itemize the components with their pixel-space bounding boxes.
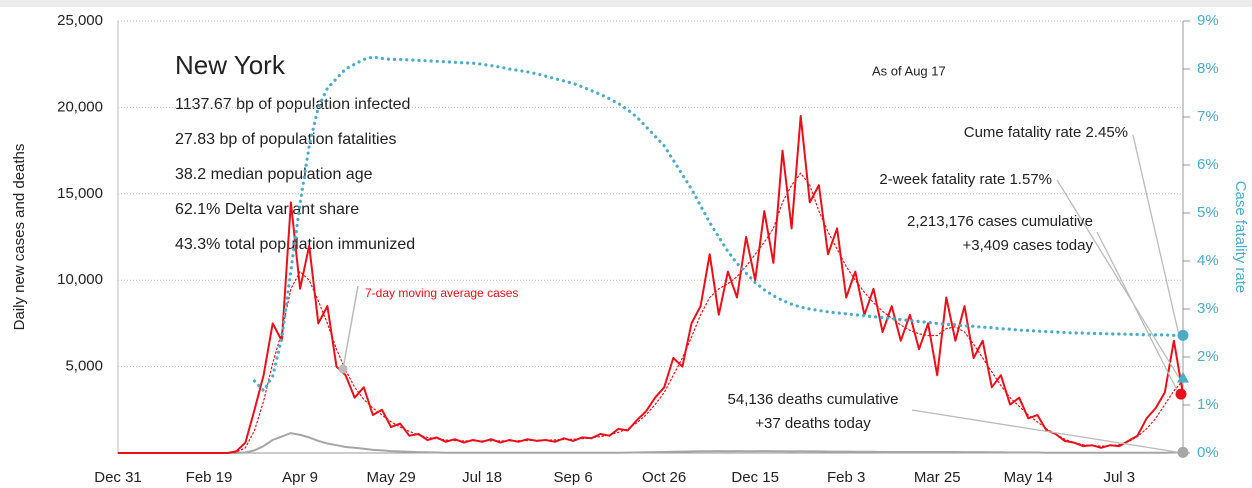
y2-tick-label: 3%	[1197, 300, 1219, 317]
end-marker	[1177, 329, 1189, 341]
y2-tick-label: 1%	[1197, 396, 1219, 413]
y-tick-label: 15,000	[57, 185, 103, 202]
y2-tick-label: 9%	[1197, 12, 1219, 29]
note-leader	[1056, 179, 1180, 378]
y-axis-title: Daily new cases and deaths	[11, 144, 28, 331]
x-tick-label: Oct 26	[642, 469, 686, 486]
note-text: 2-week fatality rate 1.57%	[879, 171, 1052, 188]
x-tick-label: Dec 15	[731, 469, 779, 486]
x-tick-label: Mar 25	[914, 469, 961, 486]
y-tick-label: 5,000	[65, 358, 103, 375]
leader-line	[342, 285, 359, 370]
series-line	[118, 432, 1184, 454]
top-band	[0, 0, 1252, 7]
y-tick-label: 10,000	[57, 271, 103, 288]
y2-tick-label: 7%	[1197, 108, 1219, 125]
y-tick-label: 20,000	[57, 98, 103, 115]
as-of-label: As of Aug 17	[872, 63, 946, 78]
info-line: 38.2 median population age	[175, 166, 373, 183]
y2-axis-title: Case fatality rate	[1232, 181, 1249, 294]
y-tick-label: 25,000	[57, 12, 103, 29]
y2-tick-label: 8%	[1197, 60, 1219, 77]
series-line	[252, 55, 1185, 393]
note-leader	[911, 409, 1180, 454]
note-text: 54,136 deaths cumulative	[728, 391, 899, 408]
leader-dot	[338, 364, 348, 374]
x-tick-label: May 29	[366, 469, 415, 486]
note-leader	[1132, 134, 1180, 336]
y2-tick-label: 0%	[1197, 444, 1219, 461]
series-label: 7-day moving average cases	[365, 286, 518, 300]
x-tick-label: Apr 9	[282, 469, 318, 486]
info-line: 1137.67 bp of population infected	[175, 96, 410, 113]
note-text: +37 deaths today	[755, 415, 871, 432]
x-tick-label: Jul 18	[462, 469, 502, 486]
note-text: Cume fatality rate 2.45%	[964, 124, 1128, 141]
end-marker	[1175, 388, 1187, 400]
x-tick-label: May 14	[1004, 469, 1053, 486]
note-text: 2,213,176 cases cumulative	[907, 213, 1093, 230]
x-tick-label: Dec 31	[94, 469, 142, 486]
info-line: 62.1% Delta variant share	[175, 201, 359, 218]
y2-tick-label: 5%	[1197, 204, 1219, 221]
x-tick-label: Jul 3	[1103, 469, 1135, 486]
note-text: +3,409 cases today	[962, 237, 1093, 254]
y2-tick-label: 6%	[1197, 156, 1219, 173]
series-line	[117, 172, 1184, 454]
series-line	[118, 115, 1184, 454]
chart-title: New York	[175, 50, 286, 80]
x-tick-label: Feb 3	[827, 469, 865, 486]
end-marker	[1177, 371, 1189, 383]
x-tick-label: Feb 19	[186, 469, 233, 486]
y2-tick-label: 2%	[1197, 348, 1219, 365]
x-tick-label: Sep 6	[554, 469, 593, 486]
end-marker	[1177, 446, 1189, 458]
info-line: 27.83 bp of population fatalities	[175, 131, 397, 148]
note-leader	[1096, 231, 1180, 395]
y2-tick-label: 4%	[1197, 252, 1219, 269]
